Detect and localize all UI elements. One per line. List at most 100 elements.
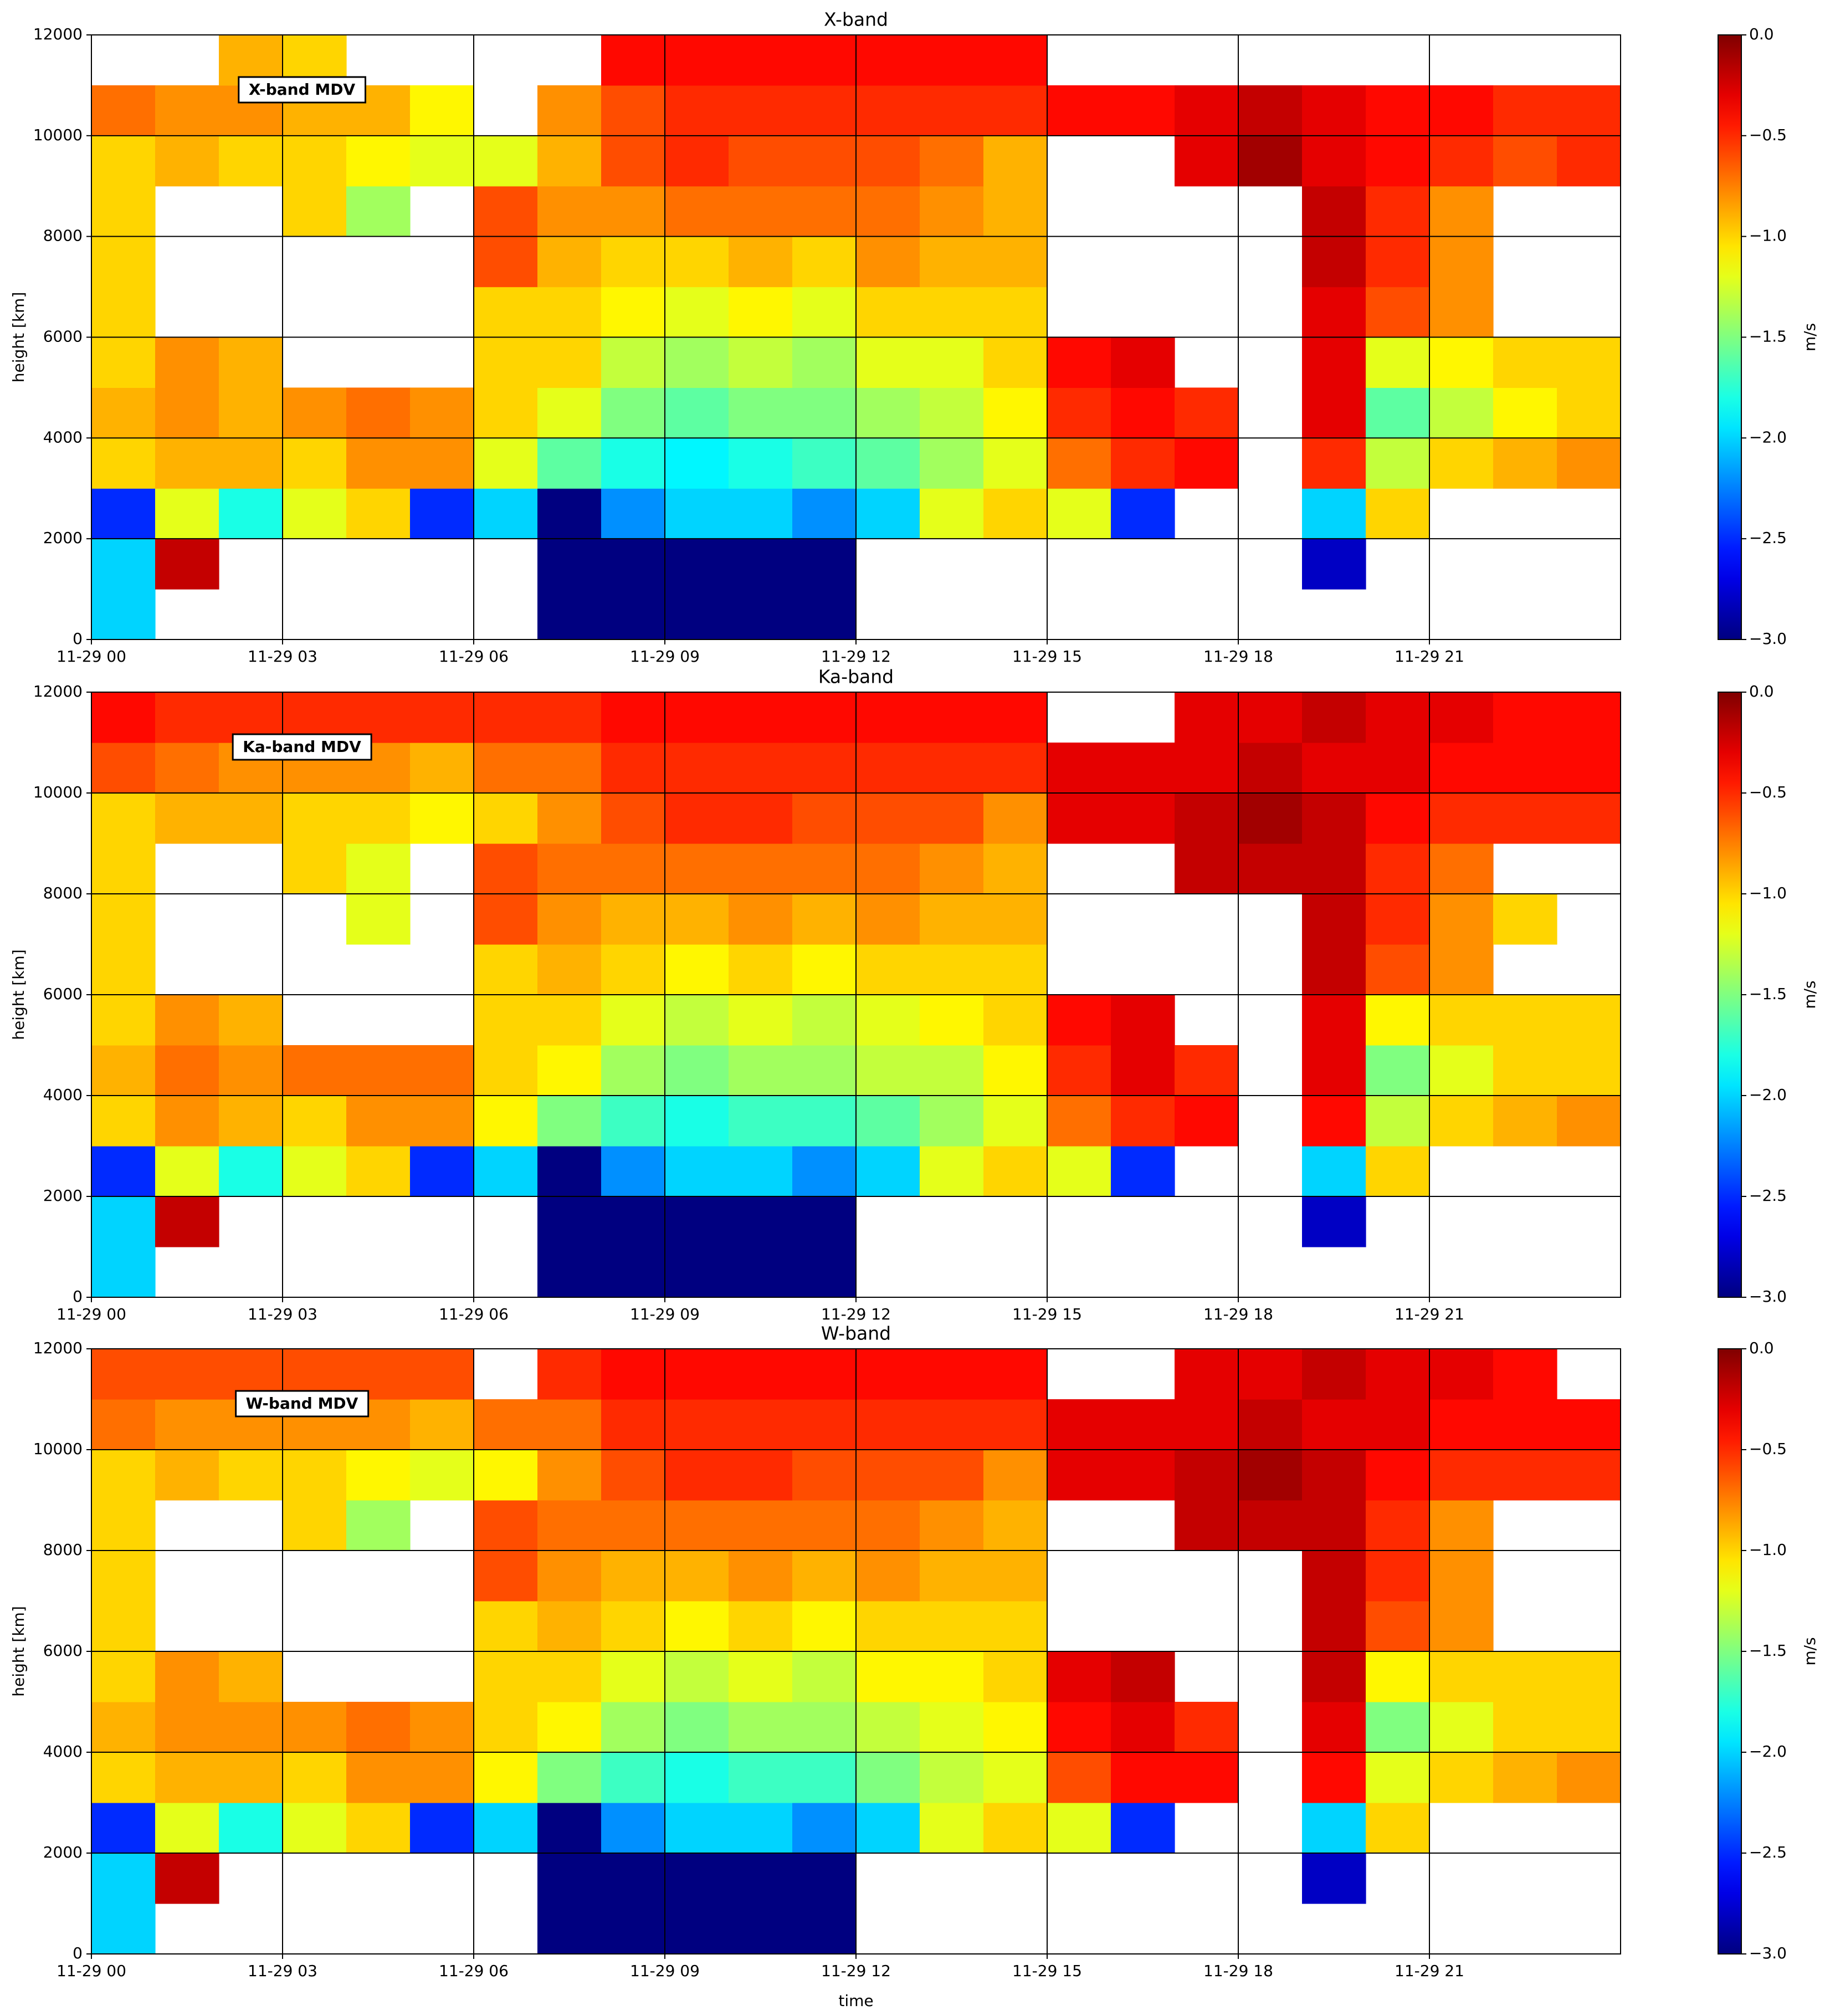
- heatmap-cell: [283, 438, 347, 489]
- heatmap-cell: [729, 1601, 793, 1652]
- heatmap-cell: [474, 1551, 538, 1601]
- heatmap-cell: [537, 1196, 602, 1247]
- heatmap-cell: [537, 135, 602, 187]
- heatmap-cell: [91, 539, 156, 590]
- heatmap-cell: [920, 1096, 984, 1147]
- y-tick-label: 12000: [33, 25, 83, 43]
- heatmap-cell: [1366, 337, 1430, 388]
- heatmap-cell: [983, 1803, 1048, 1854]
- heatmap-cell: [856, 1349, 920, 1400]
- heatmap-cell: [1111, 1045, 1175, 1096]
- heatmap-cell: [601, 438, 665, 489]
- heatmap-cell: [537, 1450, 602, 1501]
- heatmap-cell: [474, 1096, 538, 1147]
- heatmap-cell: [474, 1702, 538, 1753]
- x-tick-label: 11-29 15: [1012, 647, 1082, 666]
- heatmap-cell: [1302, 236, 1366, 288]
- heatmap-cell: [346, 1500, 411, 1551]
- heatmap-cell: [856, 85, 920, 136]
- heatmap-cell: [1175, 1702, 1239, 1753]
- heatmap-cell: [601, 1247, 665, 1298]
- heatmap-cell: [1366, 438, 1430, 489]
- heatmap-cell: [474, 337, 538, 388]
- heatmap-cell: [856, 1146, 920, 1197]
- heatmap-cell: [983, 1045, 1048, 1096]
- heatmap-cell: [91, 843, 156, 894]
- heatmap-cell: [792, 1551, 857, 1601]
- heatmap-cell: [410, 1096, 474, 1147]
- heatmap-cell: [983, 743, 1048, 794]
- heatmap-cell: [601, 1803, 665, 1854]
- colorbar-tick-label: −2.5: [1749, 1186, 1787, 1205]
- heatmap-cell: [792, 743, 857, 794]
- heatmap-cell: [1175, 743, 1239, 794]
- heatmap-cell: [155, 692, 219, 743]
- heatmap-cell: [155, 743, 219, 794]
- heatmap-cell: [1366, 1551, 1430, 1601]
- heatmap-cell: [983, 186, 1048, 237]
- heatmap-cell: [1366, 1399, 1430, 1450]
- y-tick-label: 0: [73, 1287, 83, 1306]
- heatmap-cell: [474, 692, 538, 743]
- heatmap-cell: [1366, 1702, 1430, 1753]
- heatmap-cell: [792, 1247, 857, 1298]
- y-tick-label: 10000: [33, 1440, 83, 1458]
- heatmap-cell: [410, 1450, 474, 1501]
- heatmap-cell: [155, 1196, 219, 1247]
- heatmap-cell: [537, 1752, 602, 1803]
- heatmap-cell: [1302, 944, 1366, 995]
- colorbar-tick-label: −1.0: [1749, 227, 1787, 245]
- heatmap-cell: [474, 488, 538, 539]
- colorbar-tick-label: −3.0: [1749, 1944, 1787, 1962]
- heatmap-cell: [219, 793, 283, 844]
- heatmap-cell: [729, 589, 793, 640]
- heatmap-cell: [665, 1196, 729, 1247]
- heatmap-cell: [410, 793, 474, 844]
- y-tick-label: 6000: [43, 328, 83, 346]
- colorbar-tick-label: −0.5: [1749, 783, 1787, 801]
- heatmap-cell: [537, 1904, 602, 1954]
- heatmap-cell: [155, 85, 219, 136]
- heatmap-cell: [1302, 793, 1366, 844]
- heatmap-cell: [856, 1702, 920, 1753]
- heatmap-cell: [1429, 1651, 1494, 1702]
- x-tick-label: 11-29 21: [1395, 1962, 1464, 1980]
- x-tick-label: 11-29 09: [630, 1962, 700, 1980]
- heatmap-cell: [983, 1551, 1048, 1601]
- heatmap-cell: [91, 236, 156, 288]
- heatmap-cell: [920, 1601, 984, 1652]
- heatmap-cell: [983, 692, 1048, 743]
- heatmap-cell: [283, 1045, 347, 1096]
- heatmap-cell: [601, 1551, 665, 1601]
- heatmap-cell: [729, 1399, 793, 1450]
- heatmap-cell: [410, 438, 474, 489]
- heatmap-cell: [474, 944, 538, 995]
- heatmap-cell: [1429, 1349, 1494, 1400]
- heatmap-cell: [1302, 85, 1366, 136]
- heatmap-cell: [91, 1551, 156, 1601]
- heatmap-cell: [219, 1702, 283, 1753]
- heatmap-cell: [1302, 387, 1366, 438]
- heatmap-cell: [920, 843, 984, 894]
- heatmap-cell: [91, 135, 156, 187]
- heatmap-cell: [219, 995, 283, 1046]
- heatmap-cell: [474, 793, 538, 844]
- heatmap-cell: [91, 1601, 156, 1652]
- heatmap-cell: [1493, 995, 1557, 1046]
- heatmap-cell: [665, 1752, 729, 1803]
- heatmap-cell: [1238, 1399, 1303, 1450]
- heatmap-cell: [91, 1651, 156, 1702]
- heatmap-cell: [1493, 1096, 1557, 1147]
- heatmap-cell: [219, 1651, 283, 1702]
- heatmap-cell: [474, 135, 538, 187]
- heatmap-cell: [1557, 1399, 1621, 1450]
- heatmap-cell: [665, 1450, 729, 1501]
- heatmap-cell: [792, 286, 857, 338]
- heatmap-cell: [1111, 1803, 1175, 1854]
- y-tick-label: 8000: [43, 227, 83, 245]
- heatmap-cell: [1557, 1045, 1621, 1096]
- heatmap-cell: [729, 995, 793, 1046]
- colorbar-label: m/s: [1801, 1637, 1819, 1665]
- heatmap-cell: [920, 1651, 984, 1702]
- heatmap-cell: [283, 1500, 347, 1551]
